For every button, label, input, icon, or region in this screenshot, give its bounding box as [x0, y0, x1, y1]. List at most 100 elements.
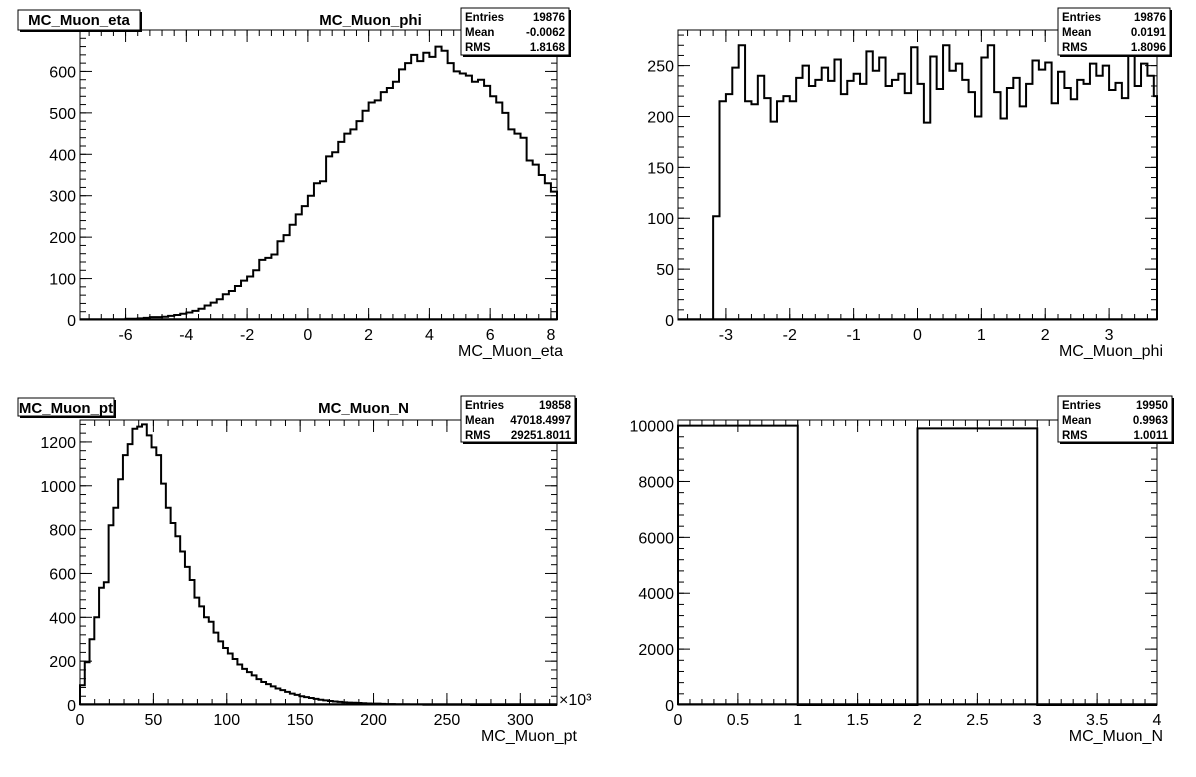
x-tick-label: 3: [1033, 712, 1042, 729]
panel-mc-muon-pt: 0 50 100 150 200 250 300 0 200 400 600 800 1000 1200 M…: [17, 395, 592, 745]
stats-value-rms: 1.8096: [1131, 42, 1166, 54]
stats-key-rms: RMS: [1062, 42, 1088, 54]
stats-box: [1057, 7, 1171, 56]
x-tick-label: 1: [793, 712, 802, 729]
y-tick-label: 600: [49, 64, 76, 81]
stats-key-entries: Entries: [465, 12, 504, 24]
x-tick-label: 4: [425, 327, 434, 344]
y-tick-label: 500: [49, 106, 76, 123]
x-exponent-label: ×10³: [559, 692, 592, 709]
x-tick-label: -2: [240, 327, 254, 344]
x-tick-label: 2: [913, 712, 922, 729]
stats-box: [460, 395, 576, 443]
x-tick-label: -4: [179, 327, 193, 344]
y-tick-label: 250: [647, 59, 674, 76]
stats-key-entries: Entries: [1062, 12, 1101, 24]
y-tick-label: 800: [49, 523, 76, 540]
x-axis-title: MC_Muon_phi: [1059, 343, 1163, 360]
stats-value-mean: 47018.4997: [510, 415, 571, 427]
stats-key-mean: Mean: [1062, 415, 1091, 427]
panel-mc-muon-phi: -3 -2 -1 0 1 2 3 0 50 100 150 200 250 MC_Muon_phi MC_M…: [319, 7, 1172, 360]
plot-title: MC_Muon_phi: [319, 12, 422, 29]
x-tick-label: 0: [76, 712, 85, 729]
plot-frame: [79, 419, 558, 706]
stats-key-entries: Entries: [1062, 400, 1101, 412]
y-tick-label: 100: [647, 211, 674, 228]
x-tick-label: 0.5: [727, 712, 749, 729]
stats-key-mean: Mean: [465, 415, 494, 427]
panel-mc-muon-n: 0 0.5 1 1.5 2 2.5 3 3.5 4 0 2000 4000 6000 8000 10000 M…: [318, 395, 1174, 745]
y-tick-label: 600: [49, 566, 76, 583]
x-tick-label: 150: [287, 712, 314, 729]
x-tick-label: 2: [364, 327, 373, 344]
y-tick-label: 200: [647, 109, 674, 126]
x-tick-label: 3.5: [1086, 712, 1108, 729]
x-tick-label: -6: [118, 327, 132, 344]
x-tick-label: -2: [783, 327, 797, 344]
x-tick-label: 0: [913, 327, 922, 344]
x-tick-label: 200: [360, 712, 387, 729]
stats-value-rms: 1.0011: [1133, 430, 1168, 442]
x-tick-label: 3: [1105, 327, 1114, 344]
x-axis-title: MC_Muon_N: [1069, 728, 1163, 745]
x-tick-label: 2.5: [966, 712, 988, 729]
y-tick-label: 50: [656, 262, 674, 279]
y-tick-label: 200: [49, 654, 76, 671]
y-tick-label: 2000: [638, 642, 674, 659]
x-tick-label: 2: [1041, 327, 1050, 344]
x-tick-label: 250: [434, 712, 461, 729]
x-axis-title: MC_Muon_eta: [458, 343, 563, 360]
stats-key-rms: RMS: [465, 42, 491, 54]
y-tick-label: 0: [67, 698, 76, 715]
plot-title: MC_Muon_eta: [28, 12, 130, 29]
stats-value-entries: 19876: [1134, 12, 1166, 24]
stats-value-mean: 0.0191: [1131, 27, 1167, 39]
stats-value-entries: 19876: [533, 12, 565, 24]
x-tick-label: 6: [486, 327, 495, 344]
stats-key-rms: RMS: [1062, 430, 1088, 442]
plot-title: MC_Muon_N: [318, 400, 409, 417]
stats-key-mean: Mean: [465, 27, 494, 39]
panel-mc-muon-eta: -6 -4 -2 0 2 4 6 8 0 100 200 300 400 500 600 MC_Muon_et…: [17, 7, 571, 360]
stats-box: [460, 7, 570, 56]
stats-value-mean: 0.9963: [1133, 415, 1168, 427]
x-tick-label: 8: [546, 327, 555, 344]
plot-frame: [79, 29, 558, 321]
stats-key-rms: RMS: [465, 430, 491, 442]
y-tick-label: 300: [49, 189, 76, 206]
y-tick-label: 200: [49, 230, 76, 247]
stats-key-entries: Entries: [465, 400, 504, 412]
x-tick-label: 1.5: [847, 712, 869, 729]
stats-value-entries: 19950: [1136, 400, 1168, 412]
x-tick-label: 1: [977, 327, 986, 344]
histogram-series: [712, 44, 1158, 320]
histogram-series: [124, 45, 558, 320]
title-box: [17, 9, 141, 31]
y-tick-label: 1200: [40, 435, 76, 452]
y-tick-label: 10000: [630, 419, 675, 436]
x-tick-label: -1: [847, 327, 861, 344]
x-tick-label: 50: [144, 712, 162, 729]
x-tick-label: -3: [719, 327, 733, 344]
y-tick-label: 100: [49, 272, 76, 289]
x-tick-label: 0: [303, 327, 312, 344]
y-tick-label: 0: [67, 313, 76, 330]
y-tick-label: 0: [665, 698, 674, 715]
title-box: [17, 397, 115, 417]
x-tick-label: 4: [1153, 712, 1162, 729]
x-axis-title: MC_Muon_pt: [481, 728, 578, 745]
y-tick-label: 1000: [40, 479, 76, 496]
x-tick-label: 0: [674, 712, 683, 729]
histogram-series: [79, 423, 557, 706]
y-tick-label: 400: [49, 610, 76, 627]
y-tick-label: 0: [665, 313, 674, 330]
y-tick-label: 150: [647, 160, 674, 177]
plot-title: MC_Muon_pt: [19, 400, 113, 417]
stats-value-rms: 29251.8011: [511, 430, 572, 442]
stats-key-mean: Mean: [1062, 27, 1091, 39]
stats-value-mean: -0.0062: [526, 27, 565, 39]
stats-value-entries: 19858: [539, 400, 572, 412]
stats-value-rms: 1.8168: [530, 42, 566, 54]
